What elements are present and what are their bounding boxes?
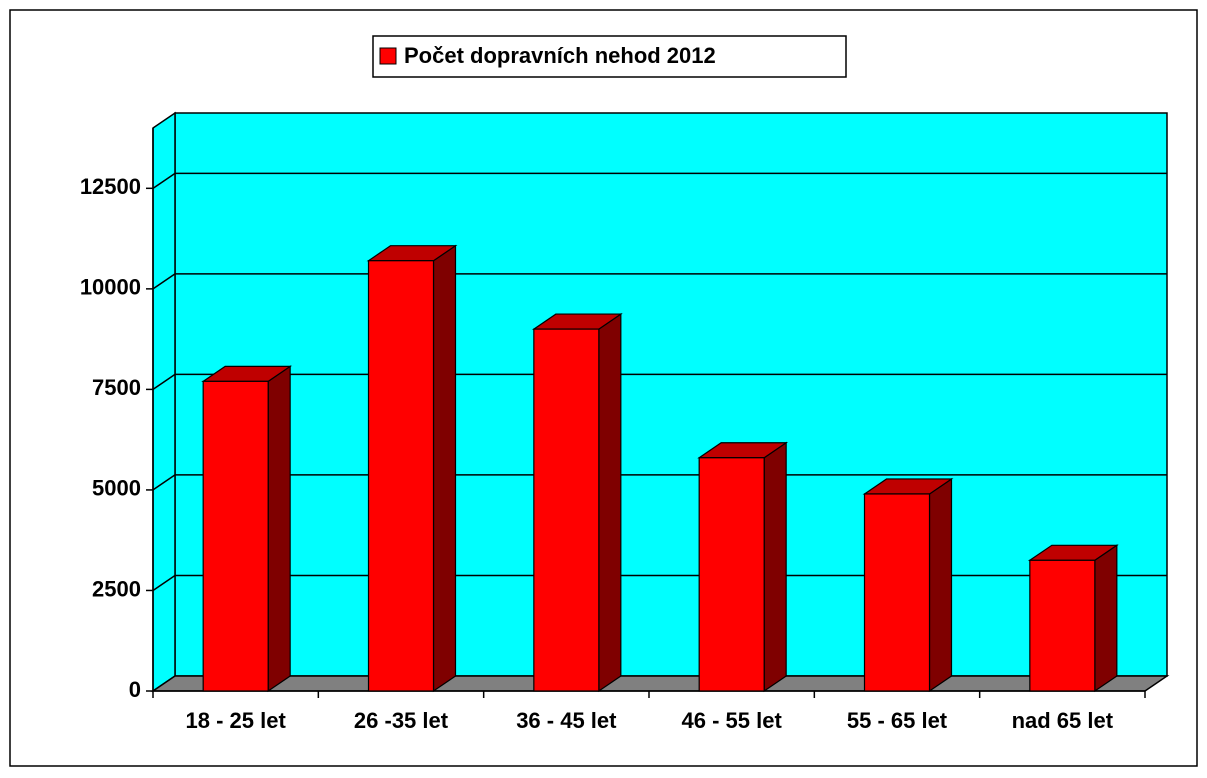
y-tick-label: 0 (129, 677, 141, 702)
bar-front (533, 328, 600, 692)
bar (1027, 544, 1119, 693)
grid-line (152, 273, 1167, 290)
grid-line (152, 574, 1167, 592)
x-tick-label: 18 - 25 let (186, 708, 287, 733)
x-tick-label: 36 - 45 let (516, 708, 617, 733)
x-tick-label: nad 65 let (1012, 708, 1114, 733)
bar-side (928, 477, 953, 693)
x-tick-label: 26 -35 let (354, 708, 449, 733)
bar-side (432, 244, 457, 693)
y-tick-label: 10000 (80, 275, 141, 300)
bar-side (267, 365, 291, 693)
bar-front (698, 457, 765, 692)
bar (697, 441, 789, 693)
grid-line (152, 172, 1167, 189)
y-tick-label: 5000 (92, 476, 141, 501)
y-tick-label: 7500 (92, 375, 141, 400)
bar (531, 312, 623, 693)
plot-area: 0 2500 5000 7500 10000 12500 18 - 25 let 26 -35… (80, 111, 1170, 733)
x-tick-label: 55 - 65 let (847, 708, 948, 733)
back-wall (174, 112, 1168, 677)
bar (366, 244, 458, 693)
bar-side (763, 441, 787, 693)
bar (201, 365, 293, 693)
grid-line (152, 373, 1167, 391)
bar-front (1029, 559, 1096, 692)
grid-line (152, 474, 1167, 491)
bar-side (598, 312, 622, 693)
y-tick-label: 2500 (92, 576, 141, 601)
floor (150, 675, 1170, 692)
x-tick-label: 46 - 55 let (682, 708, 783, 733)
legend-swatch (379, 47, 397, 65)
side-wall (152, 111, 176, 693)
bar (862, 477, 954, 693)
legend (372, 35, 847, 78)
bar-front (367, 260, 435, 692)
y-tick-label: 12500 (80, 174, 141, 199)
legend-label: Počet dopravních nehod 2012 (404, 43, 716, 68)
bar-front (202, 380, 269, 692)
bar-front (863, 493, 931, 692)
bar-side (1094, 544, 1118, 693)
